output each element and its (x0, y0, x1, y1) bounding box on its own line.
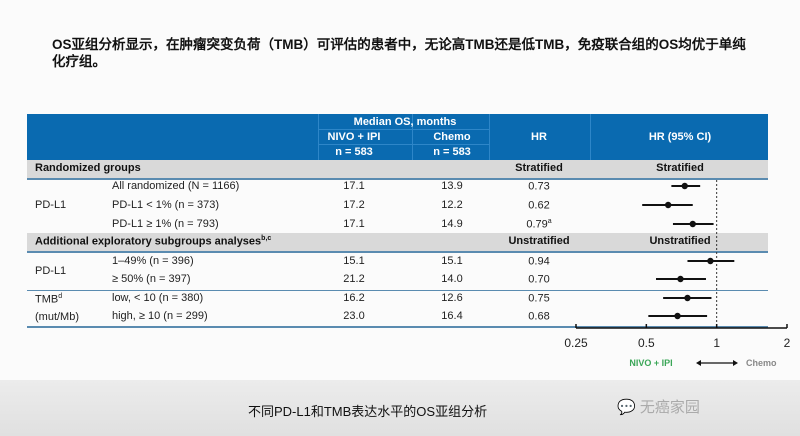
hr-point (684, 294, 691, 302)
hr-point (677, 275, 684, 283)
header-divider (318, 144, 489, 145)
nivo-ipi-header: NIVO + IPI (327, 131, 381, 143)
hazard-ratio-value: 0.70 (528, 273, 550, 286)
divider (27, 290, 768, 291)
chemo-median-os: 15.1 (441, 255, 463, 267)
chemo-n-header: n = 583 (433, 146, 471, 158)
arrow-left-icon (696, 360, 701, 366)
row-label: high, ≥ 10 (n = 299) (112, 310, 208, 322)
hr-type: Unstratified (508, 235, 570, 247)
hazard-ratio: 0.94 (528, 255, 549, 268)
chemo-median-os: 12.2 (441, 199, 463, 211)
footnote-marker: a (547, 218, 552, 225)
hr-type: Stratified (515, 162, 563, 174)
hr-header: HR (531, 131, 547, 143)
legend-favors-nivo-ipi: NIVO + IPI (629, 358, 672, 368)
column-divider (590, 114, 591, 160)
hazard-ratio-value: 0.62 (528, 199, 550, 212)
arrow-right-icon (733, 360, 738, 366)
row-label: PD-L1 ≥ 1% (n = 793) (112, 218, 219, 230)
nivo-median-os: 17.2 (343, 199, 365, 211)
hazard-ratio: 0.75 (528, 292, 549, 305)
nivo-median-os: 23.0 (343, 310, 365, 322)
chemo-median-os: 13.9 (441, 180, 463, 192)
caption-area (0, 380, 800, 436)
nivo-median-os: 15.1 (343, 255, 365, 267)
hazard-ratio-value: 0.68 (528, 310, 550, 323)
hazard-ratio: 0.73 (528, 180, 549, 193)
caption: 不同PD-L1和TMB表达水平的OS亚组分析 (248, 404, 488, 419)
section-label: Randomized groups (35, 162, 141, 174)
chemo-median-os: 16.4 (441, 310, 463, 322)
header-divider (318, 129, 489, 130)
hr-point (664, 201, 672, 209)
table-header: Median OS, months NIVO + IPI n = 583 Che… (27, 114, 768, 160)
nivo-median-os: 17.1 (343, 218, 365, 230)
hazard-ratio: 0.79a (526, 218, 551, 231)
plot-type: Stratified (656, 162, 704, 174)
nivo-n-header: n = 583 (335, 146, 373, 158)
x-tick-label: 1 (713, 336, 720, 350)
hazard-ratio: 0.68 (528, 310, 549, 323)
hr-point (674, 312, 681, 320)
wechat-icon: 💬 (617, 399, 636, 416)
row-label: PD-L1 < 1% (n = 373) (112, 199, 220, 211)
group-label-tmb: TMBd (35, 293, 62, 306)
group-label-pdl1: PD-L1 (35, 265, 67, 277)
x-tick-label: 2 (784, 336, 791, 350)
watermark-text: 无癌家园 (639, 399, 700, 416)
row-label: 1–49% (n = 396) (112, 255, 194, 267)
watermark: 💬 无癌家园 (617, 396, 700, 417)
x-tick-label: 0.5 (638, 336, 655, 350)
section-label: Additional exploratory subgroups analyse… (35, 235, 271, 248)
median-os-header: Median OS, months (353, 116, 457, 128)
column-divider (489, 114, 490, 160)
column-divider (318, 114, 319, 160)
hr-point (689, 220, 696, 228)
hazard-ratio-value: 0.79 (526, 218, 548, 231)
hazard-ratio-value: 0.75 (528, 292, 550, 305)
chemo-header: Chemo (433, 131, 471, 143)
nivo-median-os: 16.2 (343, 292, 365, 304)
hazard-ratio-value: 0.94 (528, 255, 550, 268)
hr-point (707, 257, 714, 265)
column-divider (412, 114, 413, 160)
hazard-ratio: 0.70 (528, 273, 549, 286)
divider (27, 326, 768, 328)
row-label: low, < 10 (n = 380) (112, 292, 204, 304)
group-label-tmb-text: TMB (35, 293, 59, 306)
hr-point (681, 182, 688, 190)
row-label: All randomized (N = 1166) (112, 180, 240, 192)
section-randomized: Randomized groups Stratified Stratified (27, 160, 768, 180)
chemo-median-os: 12.6 (441, 292, 463, 304)
chemo-median-os: 14.0 (441, 273, 463, 285)
nivo-median-os: 21.2 (343, 273, 365, 285)
row-label: ≥ 50% (n = 397) (112, 273, 191, 285)
chemo-median-os: 14.9 (441, 218, 463, 230)
hr-ci-header: HR (95% CI) (648, 131, 712, 143)
section-label-text: Additional exploratory subgroups analyse… (35, 235, 262, 248)
hazard-ratio: 0.62 (528, 199, 549, 212)
hazard-ratio-value: 0.73 (528, 180, 550, 193)
plot-type: Unstratified (649, 235, 711, 247)
footnote-marker: b,c (261, 235, 272, 242)
legend-favors-chemo: Chemo (746, 358, 777, 368)
slide-title: OS亚组分析显示，在肿瘤突变负荷（TMB）可评估的患者中，无论高TMB还是低TM… (52, 37, 746, 69)
x-tick-label: 0.25 (564, 336, 588, 350)
group-label-tmb-unit: (mut/Mb) (35, 311, 79, 323)
section-exploratory: Additional exploratory subgroups analyse… (27, 233, 768, 253)
nivo-median-os: 17.1 (343, 180, 365, 192)
group-label-pdl1: PD-L1 (35, 199, 67, 211)
footnote-marker: d (58, 293, 63, 300)
